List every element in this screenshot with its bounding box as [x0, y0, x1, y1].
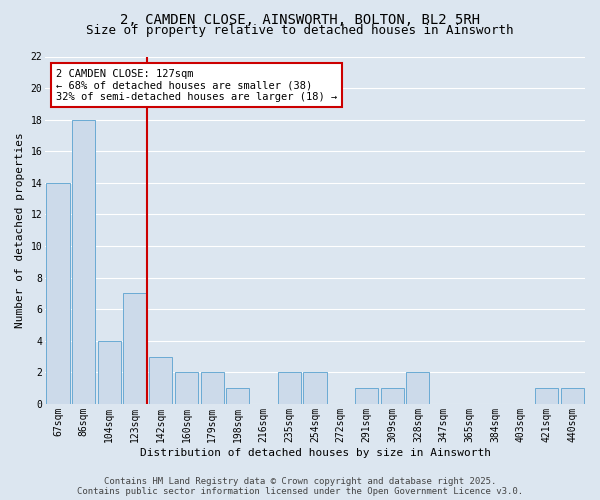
Bar — [149, 356, 172, 404]
Bar — [46, 183, 70, 404]
Bar — [200, 372, 224, 404]
X-axis label: Distribution of detached houses by size in Ainsworth: Distribution of detached houses by size … — [140, 448, 491, 458]
Bar — [380, 388, 404, 404]
Y-axis label: Number of detached properties: Number of detached properties — [15, 132, 25, 328]
Bar — [406, 372, 430, 404]
Text: Size of property relative to detached houses in Ainsworth: Size of property relative to detached ho… — [86, 24, 514, 37]
Bar — [124, 294, 146, 404]
Text: 2 CAMDEN CLOSE: 127sqm
← 68% of detached houses are smaller (38)
32% of semi-det: 2 CAMDEN CLOSE: 127sqm ← 68% of detached… — [56, 68, 337, 102]
Bar — [98, 341, 121, 404]
Text: Contains HM Land Registry data © Crown copyright and database right 2025.
Contai: Contains HM Land Registry data © Crown c… — [77, 476, 523, 496]
Bar — [72, 120, 95, 404]
Bar — [278, 372, 301, 404]
Text: 2, CAMDEN CLOSE, AINSWORTH, BOLTON, BL2 5RH: 2, CAMDEN CLOSE, AINSWORTH, BOLTON, BL2 … — [120, 12, 480, 26]
Bar — [560, 388, 584, 404]
Bar — [304, 372, 326, 404]
Bar — [226, 388, 250, 404]
Bar — [175, 372, 198, 404]
Bar — [535, 388, 558, 404]
Bar — [355, 388, 378, 404]
